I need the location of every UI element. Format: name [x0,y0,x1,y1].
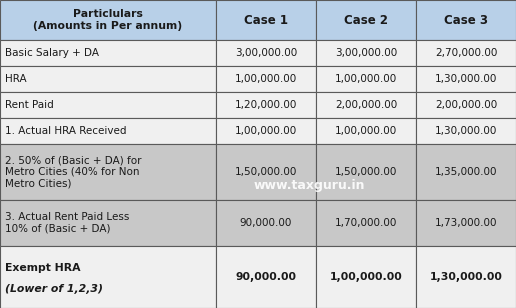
Text: 1. Actual HRA Received: 1. Actual HRA Received [5,126,126,136]
Bar [216,0,316,40]
Bar [316,40,416,66]
Text: 2,00,000.00: 2,00,000.00 [435,100,497,110]
Bar [0,118,216,144]
Text: 1,00,000.00: 1,00,000.00 [335,126,397,136]
Bar [216,66,316,92]
Text: 3,00,000.00: 3,00,000.00 [235,48,297,58]
Text: 3. Actual Rent Paid Less
10% of (Basic + DA): 3. Actual Rent Paid Less 10% of (Basic +… [5,212,130,234]
Text: Particlulars
(Amounts in Per annum): Particlulars (Amounts in Per annum) [34,9,183,31]
Text: 1,73,000.00: 1,73,000.00 [435,218,497,228]
Bar [416,92,516,118]
Bar [216,92,316,118]
Text: 1,20,000.00: 1,20,000.00 [235,100,297,110]
Bar [216,144,316,200]
Bar [0,200,216,246]
Bar [416,0,516,40]
Text: 1,00,000.00: 1,00,000.00 [330,272,402,282]
Bar [316,118,416,144]
Text: 1,30,000.00: 1,30,000.00 [435,126,497,136]
Bar [316,0,416,40]
Bar [416,118,516,144]
Text: Rent Paid: Rent Paid [5,100,54,110]
Text: 2,70,000.00: 2,70,000.00 [435,48,497,58]
Text: 2. 50% of (Basic + DA) for
Metro Cities (40% for Non
Metro Cities): 2. 50% of (Basic + DA) for Metro Cities … [5,156,141,188]
Bar [216,40,316,66]
Text: 1,70,000.00: 1,70,000.00 [335,218,397,228]
Bar [416,246,516,308]
Text: Case 2: Case 2 [344,14,388,26]
Text: 2,00,000.00: 2,00,000.00 [335,100,397,110]
Text: HRA: HRA [5,74,27,84]
Bar [0,92,216,118]
Text: 1,00,000.00: 1,00,000.00 [235,74,297,84]
Text: Exempt HRA: Exempt HRA [5,263,80,273]
Text: Case 1: Case 1 [244,14,288,26]
Text: Basic Salary + DA: Basic Salary + DA [5,48,99,58]
Bar [0,40,216,66]
Bar [216,246,316,308]
Text: 1,00,000.00: 1,00,000.00 [335,74,397,84]
Bar [416,144,516,200]
Bar [0,66,216,92]
Bar [0,0,216,40]
Bar [0,246,216,308]
Bar [316,246,416,308]
Bar [416,66,516,92]
Text: 1,35,000.00: 1,35,000.00 [435,167,497,177]
Text: Case 3: Case 3 [444,14,488,26]
Text: www.taxguru.in: www.taxguru.in [254,180,365,192]
Text: 1,50,000.00: 1,50,000.00 [335,167,397,177]
Bar [316,92,416,118]
Bar [216,200,316,246]
Text: 1,30,000.00: 1,30,000.00 [429,272,503,282]
Bar [316,66,416,92]
Bar [316,200,416,246]
Text: 3,00,000.00: 3,00,000.00 [335,48,397,58]
Bar [316,144,416,200]
Bar [416,40,516,66]
Text: 1,50,000.00: 1,50,000.00 [235,167,297,177]
Text: 90,000.00: 90,000.00 [235,272,297,282]
Bar [416,200,516,246]
Text: 90,000.00: 90,000.00 [240,218,292,228]
Text: 1,30,000.00: 1,30,000.00 [435,74,497,84]
Text: (Lower of 1,2,3): (Lower of 1,2,3) [5,284,103,294]
Bar [0,144,216,200]
Text: 1,00,000.00: 1,00,000.00 [235,126,297,136]
Bar [216,118,316,144]
